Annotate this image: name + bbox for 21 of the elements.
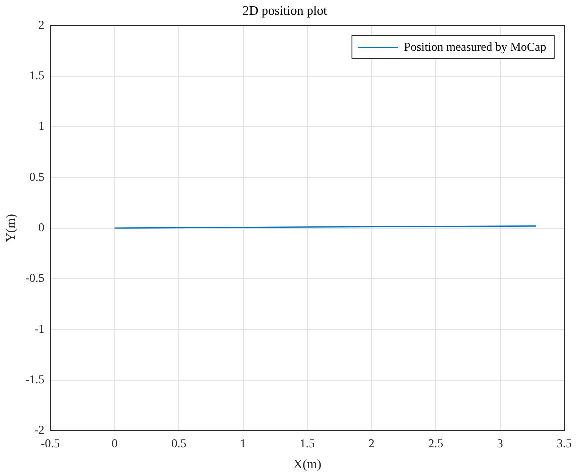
x-tick-label: 0 <box>112 436 118 450</box>
x-tick-label: 3 <box>497 436 504 450</box>
y-tick-label: 2 <box>38 18 45 32</box>
x-tick-label: 0.5 <box>172 436 187 450</box>
x-tick-label: 2.5 <box>428 436 444 450</box>
y-tick-label: -0.5 <box>26 271 45 286</box>
y-tick-label: -2 <box>34 423 45 438</box>
x-axis-title: X(m) <box>293 456 322 472</box>
x-tick-label: 1 <box>240 436 246 450</box>
y-tick-label: -1.5 <box>26 372 45 386</box>
x-tick-label: 1.5 <box>300 436 316 450</box>
y-tick-label: -1 <box>34 322 45 336</box>
legend-label: Position measured by MoCap <box>404 40 547 54</box>
y-tick-label: 0.5 <box>30 170 45 184</box>
y-tick-label: 1 <box>38 119 45 134</box>
y-tick-label: 0 <box>38 220 45 234</box>
x-tick-label: 2 <box>368 436 375 450</box>
y-tick-label: 1.5 <box>30 68 45 82</box>
chart-title: 2D position plot <box>242 3 328 18</box>
y-axis-title: Y(m) <box>3 214 18 242</box>
x-tick-label: 3.5 <box>557 436 572 450</box>
